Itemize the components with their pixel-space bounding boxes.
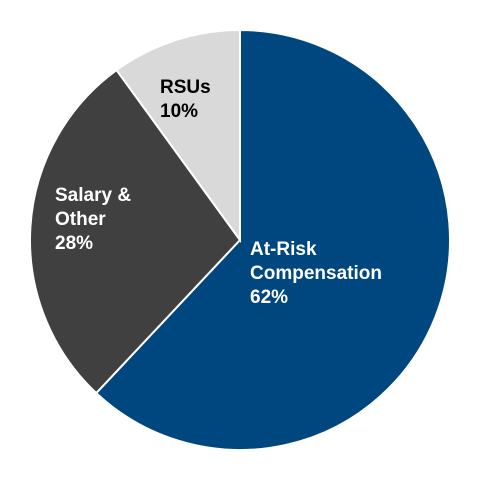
- value-label: 28%: [55, 233, 94, 254]
- slice-label: At-Risk Compensation 62%: [250, 238, 400, 310]
- pie-slice: [94, 28, 451, 451]
- category-label: Salary & Other: [55, 185, 132, 230]
- category-label: RSUs: [160, 77, 211, 98]
- category-label: At-Risk Compensation: [250, 239, 382, 284]
- slice-label: RSUs 10%: [160, 76, 240, 124]
- value-label: 10%: [160, 101, 199, 122]
- value-label: 62%: [250, 287, 289, 308]
- pie-slice: [29, 68, 242, 395]
- pie-slice: [115, 28, 241, 244]
- slice-label: Salary & Other 28%: [55, 184, 150, 256]
